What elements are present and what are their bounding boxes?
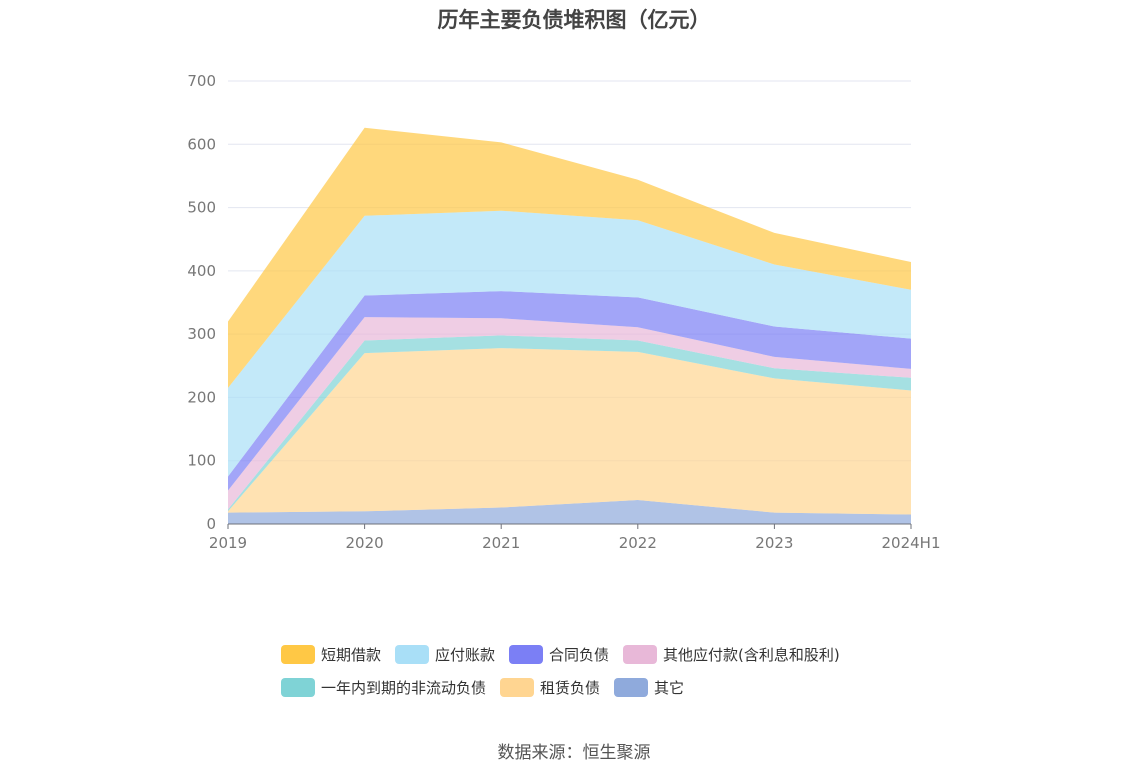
legend-swatch: [500, 678, 535, 697]
legend-label: 合同负债: [549, 646, 610, 664]
legend-item[interactable]: 应付账款: [395, 644, 495, 665]
y-tick-label: 300: [187, 325, 216, 343]
legend-label: 短期借款: [321, 646, 382, 664]
y-tick-label: 500: [187, 199, 216, 217]
legend-row: 一年内到期的非流动负债 租赁负债 其它: [281, 671, 901, 704]
y-tick-label: 0: [206, 515, 216, 533]
legend-label: 其他应付款(含利息和股利): [663, 646, 840, 664]
legend-swatch: [281, 645, 315, 664]
legend-label: 应付账款: [435, 646, 496, 664]
area-series-0: [228, 500, 911, 524]
legend-label: 租赁负债: [540, 679, 601, 697]
x-tick-label: 2022: [619, 534, 657, 552]
area-series-5: [228, 210, 911, 477]
area-series-1: [228, 348, 911, 515]
legend: 短期借款 应付账款 合同负债 其他应付款(含利息和股利) 一年内到期的非流动负债 租赁负…: [281, 638, 901, 704]
legend-row: 短期借款 应付账款 合同负债 其他应付款(含利息和股利): [281, 638, 901, 671]
x-tick-label: 2021: [482, 534, 520, 552]
legend-swatch: [623, 645, 658, 664]
area-series-4: [228, 291, 911, 491]
y-tick-label: 100: [187, 452, 216, 470]
y-tick-label: 400: [187, 262, 216, 280]
legend-item[interactable]: 一年内到期的非流动负债: [281, 677, 486, 698]
x-tick-label: 2019: [209, 534, 247, 552]
y-tick-label: 200: [187, 388, 216, 406]
x-tick-label: 2020: [346, 534, 384, 552]
chart-title: 历年主要负债堆积图（亿元）: [437, 8, 711, 32]
legend-label: 其它: [654, 679, 685, 697]
x-tick-label: 2023: [755, 534, 793, 552]
y-tick-label: 600: [187, 135, 216, 153]
legend-swatch: [281, 678, 315, 697]
legend-swatch: [614, 678, 649, 697]
legend-swatch: [395, 645, 430, 664]
legend-swatch: [509, 645, 544, 664]
legend-item[interactable]: 短期借款: [281, 644, 381, 665]
legend-item[interactable]: 合同负债: [509, 644, 609, 665]
legend-item[interactable]: 其它: [614, 677, 684, 698]
legend-label: 一年内到期的非流动负债: [321, 679, 487, 697]
legend-item[interactable]: 其他应付款(含利息和股利): [623, 644, 840, 665]
x-tick-label: 2024H1: [882, 534, 941, 552]
area-series-6: [228, 127, 911, 388]
y-tick-label: 700: [187, 72, 216, 90]
legend-item[interactable]: 租赁负债: [500, 677, 600, 698]
source-note: 数据来源：恒生聚源: [497, 743, 651, 763]
